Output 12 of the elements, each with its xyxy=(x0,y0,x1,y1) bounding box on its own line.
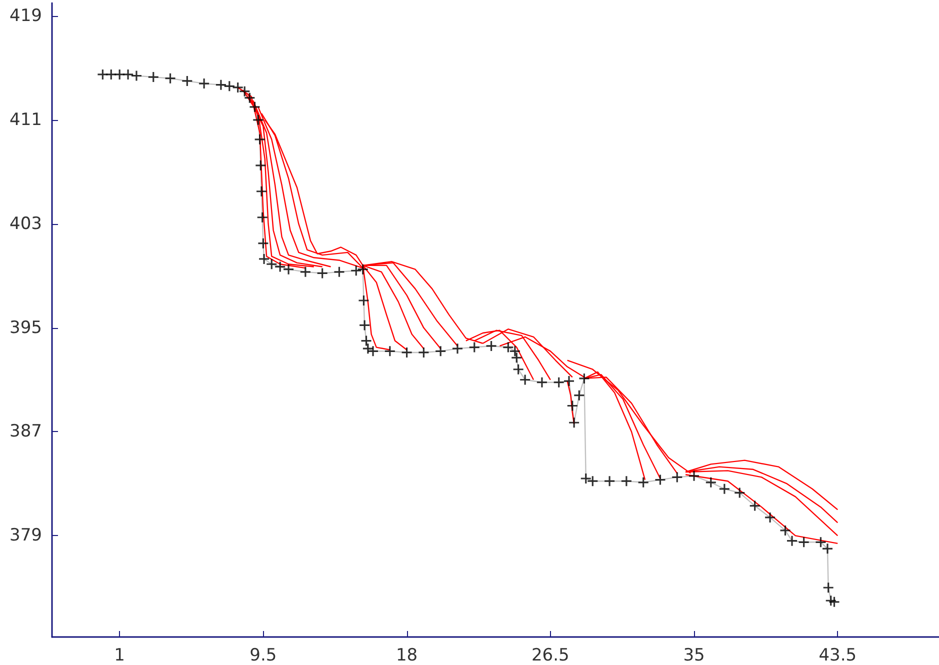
y-tick-label: 419 xyxy=(10,6,42,26)
y-tick-label: 403 xyxy=(10,214,42,234)
x-tick-label: 1 xyxy=(114,646,125,665)
x-tick-label: 43.5 xyxy=(818,646,857,665)
x-tick-label: 9.5 xyxy=(250,646,277,665)
y-tick-label: 395 xyxy=(10,318,42,338)
x-tick-label: 35 xyxy=(683,646,705,665)
x-tick-label: 18 xyxy=(396,646,418,665)
y-tick-label: 411 xyxy=(10,110,42,130)
x-tick-label: 26.5 xyxy=(531,646,570,665)
y-tick-label: 379 xyxy=(10,526,42,546)
y-tick-label: 387 xyxy=(10,422,42,442)
